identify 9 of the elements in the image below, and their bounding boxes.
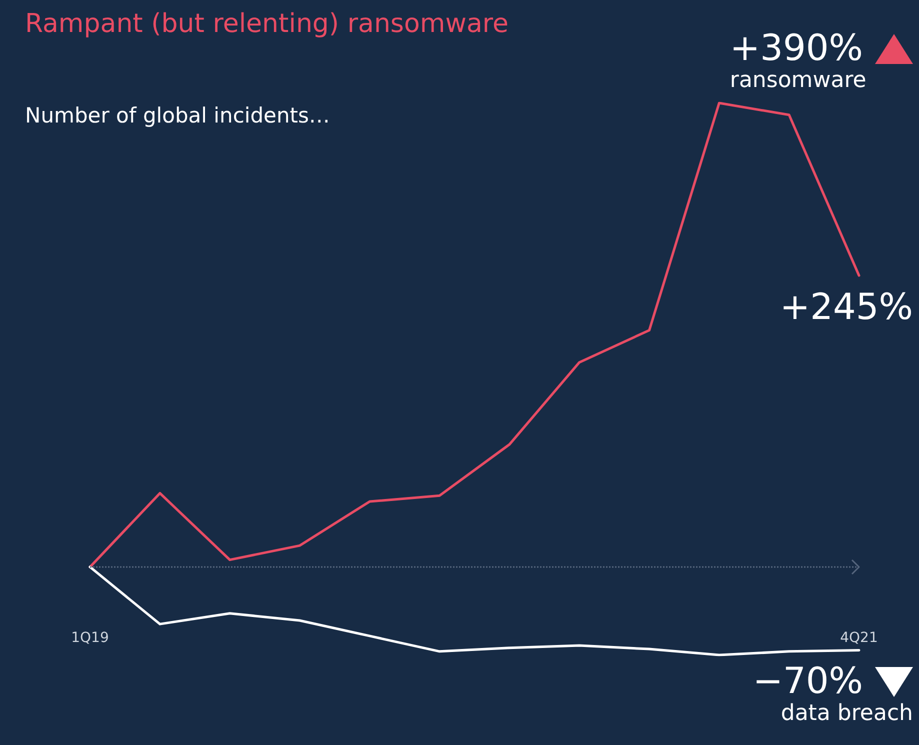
data-label: −70% xyxy=(752,661,863,702)
x-tick-label: 1Q19 xyxy=(71,630,109,646)
data-label: +245% xyxy=(780,286,913,328)
chart-subtitle: Number of global incidents… xyxy=(25,104,330,128)
chart-title: Rampant (but relenting) ransomware xyxy=(25,9,509,39)
series-label: ransomware xyxy=(730,68,868,93)
x-tick-label: 4Q21 xyxy=(840,630,878,646)
data-label: +390% xyxy=(730,28,863,70)
legend-label: data breach xyxy=(780,700,913,726)
